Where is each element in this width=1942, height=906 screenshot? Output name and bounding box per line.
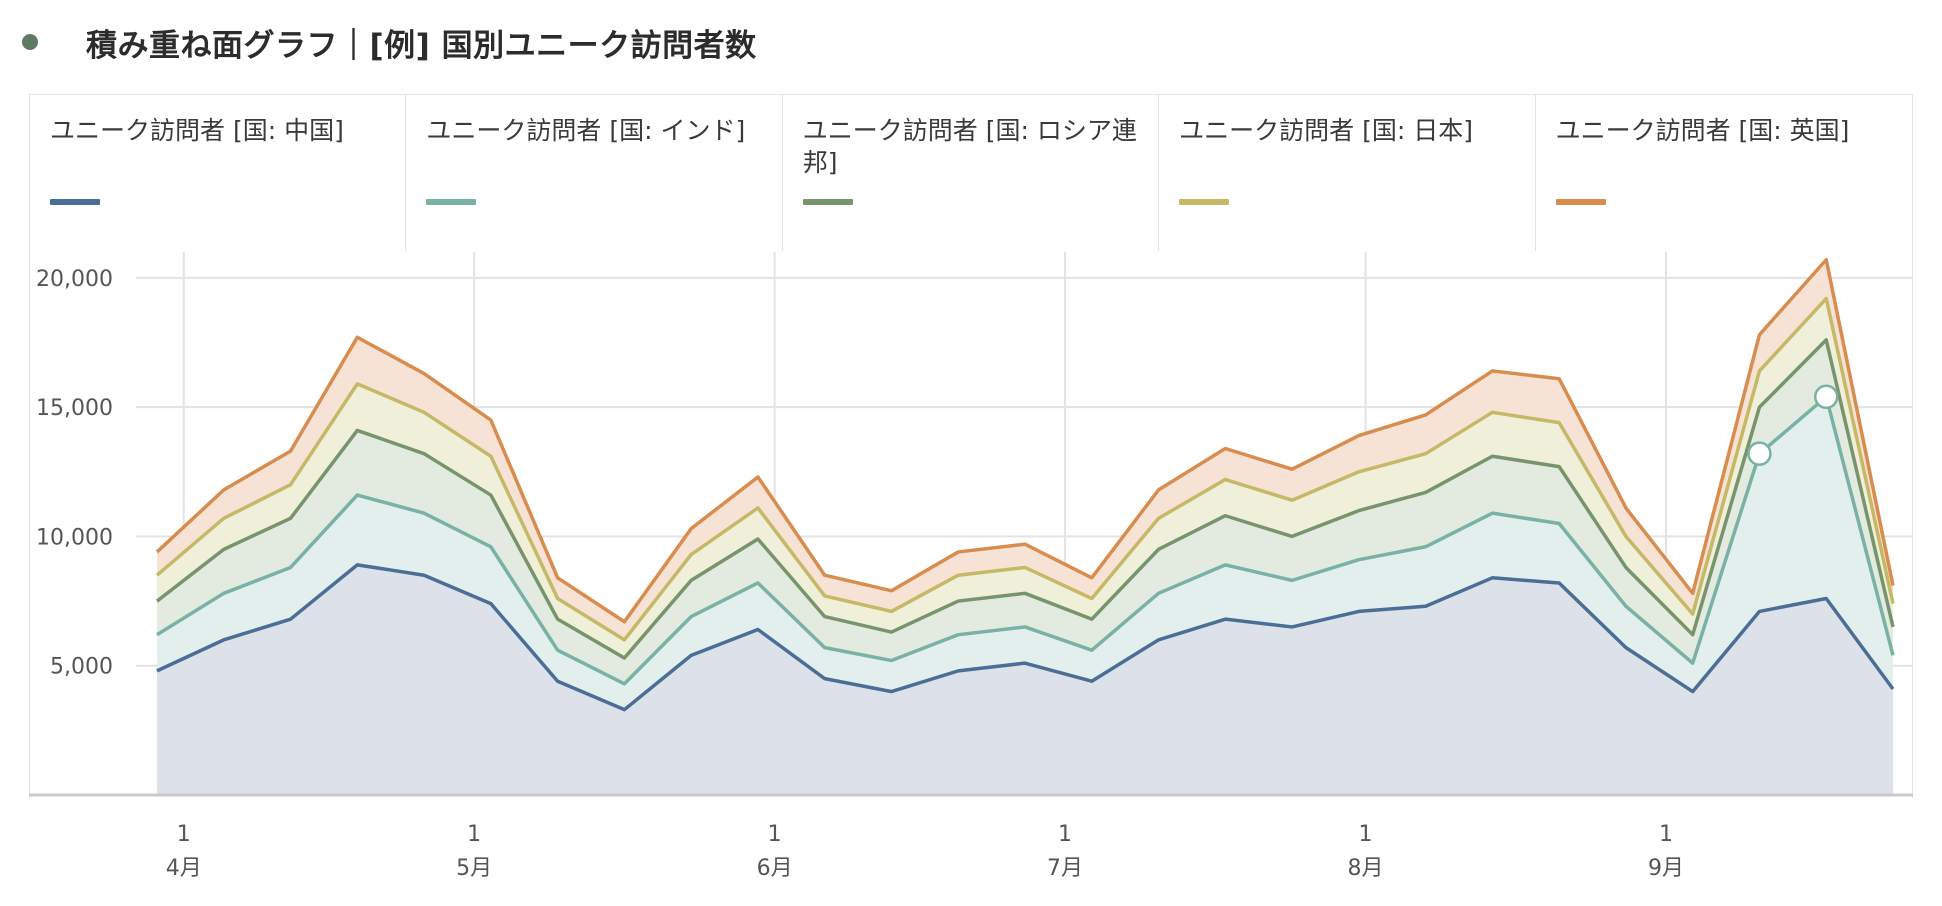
series-line-4: [155, 258, 1895, 624]
status-dot-icon: [22, 34, 38, 50]
legend-item-japan[interactable]: ユニーク訪問者 [国: 日本]: [1159, 95, 1536, 251]
x-tick-label-day: 1: [1659, 822, 1673, 847]
legend-swatch-icon: [1555, 199, 1606, 205]
series-line-1: [156, 395, 1895, 686]
legend-item-china[interactable]: ユニーク訪問者 [国: 中国]: [30, 95, 407, 251]
x-tick-label-month: 5月: [456, 856, 492, 881]
data-point-marker: [1747, 441, 1772, 466]
legend-label: ユニーク訪問者 [国: インド]: [426, 116, 746, 145]
area-band-4: [157, 259, 1893, 640]
legend-label: ユニーク訪問者 [国: 英国]: [1555, 116, 1850, 145]
legend-label: ユニーク訪問者 [国: 日本]: [1179, 116, 1473, 145]
legend-label: ユニーク訪問者 [国: 中国]: [50, 116, 344, 145]
legend-item-russia[interactable]: ユニーク訪問者 [国: ロシア連邦]: [783, 95, 1160, 251]
legend-item-india[interactable]: ユニーク訪問者 [国: インド]: [406, 95, 783, 251]
legend-swatch-icon: [1179, 199, 1230, 205]
x-tick-label-day: 1: [177, 822, 191, 847]
series-line-3: [155, 296, 1895, 642]
x-tick-label-month: 8月: [1348, 856, 1384, 881]
data-point-marker: [1813, 384, 1839, 410]
x-tick-label-month: 6月: [757, 856, 793, 881]
area-band-3: [157, 298, 1893, 658]
title-row: 積み重ね面グラフ｜[例] 国別ユニーク訪問者数: [22, 18, 757, 66]
legend-swatch-icon: [802, 199, 853, 205]
x-tick-label-month: 7月: [1047, 856, 1083, 881]
legend-label: ユニーク訪問者 [国: ロシア連邦]: [802, 116, 1137, 177]
x-tick-label-day: 1: [1359, 822, 1373, 847]
y-tick-label: 20,000: [36, 267, 113, 292]
chart-panel: ユニーク訪問者 [国: 中国] ユニーク訪問者 [国: インド] ユニーク訪問者…: [29, 94, 1913, 798]
x-tick-label-month: 9月: [1648, 856, 1684, 881]
y-tick-label: 5,000: [50, 655, 113, 680]
series-line-2: [155, 338, 1895, 660]
x-tick-label-day: 1: [467, 822, 481, 847]
x-tick-label-month: 4月: [166, 856, 202, 881]
legend-item-uk[interactable]: ユニーク訪問者 [国: 英国]: [1536, 95, 1912, 251]
legend-swatch-icon: [426, 199, 477, 205]
legend: ユニーク訪問者 [国: 中国] ユニーク訪問者 [国: インド] ユニーク訪問者…: [30, 95, 1912, 251]
y-tick-label: 10,000: [36, 525, 113, 550]
y-tick-label: 15,000: [36, 396, 113, 421]
area-band-1: [157, 396, 1893, 710]
x-tick-label-day: 1: [768, 822, 782, 847]
x-tick-label-day: 1: [1058, 822, 1072, 847]
series-line-0: [156, 563, 1895, 712]
legend-swatch-icon: [50, 199, 100, 205]
area-band-0: [157, 564, 1893, 795]
area-band-2: [157, 339, 1893, 684]
chart-title: 積み重ね面グラフ｜[例] 国別ユニーク訪問者数: [86, 27, 757, 64]
